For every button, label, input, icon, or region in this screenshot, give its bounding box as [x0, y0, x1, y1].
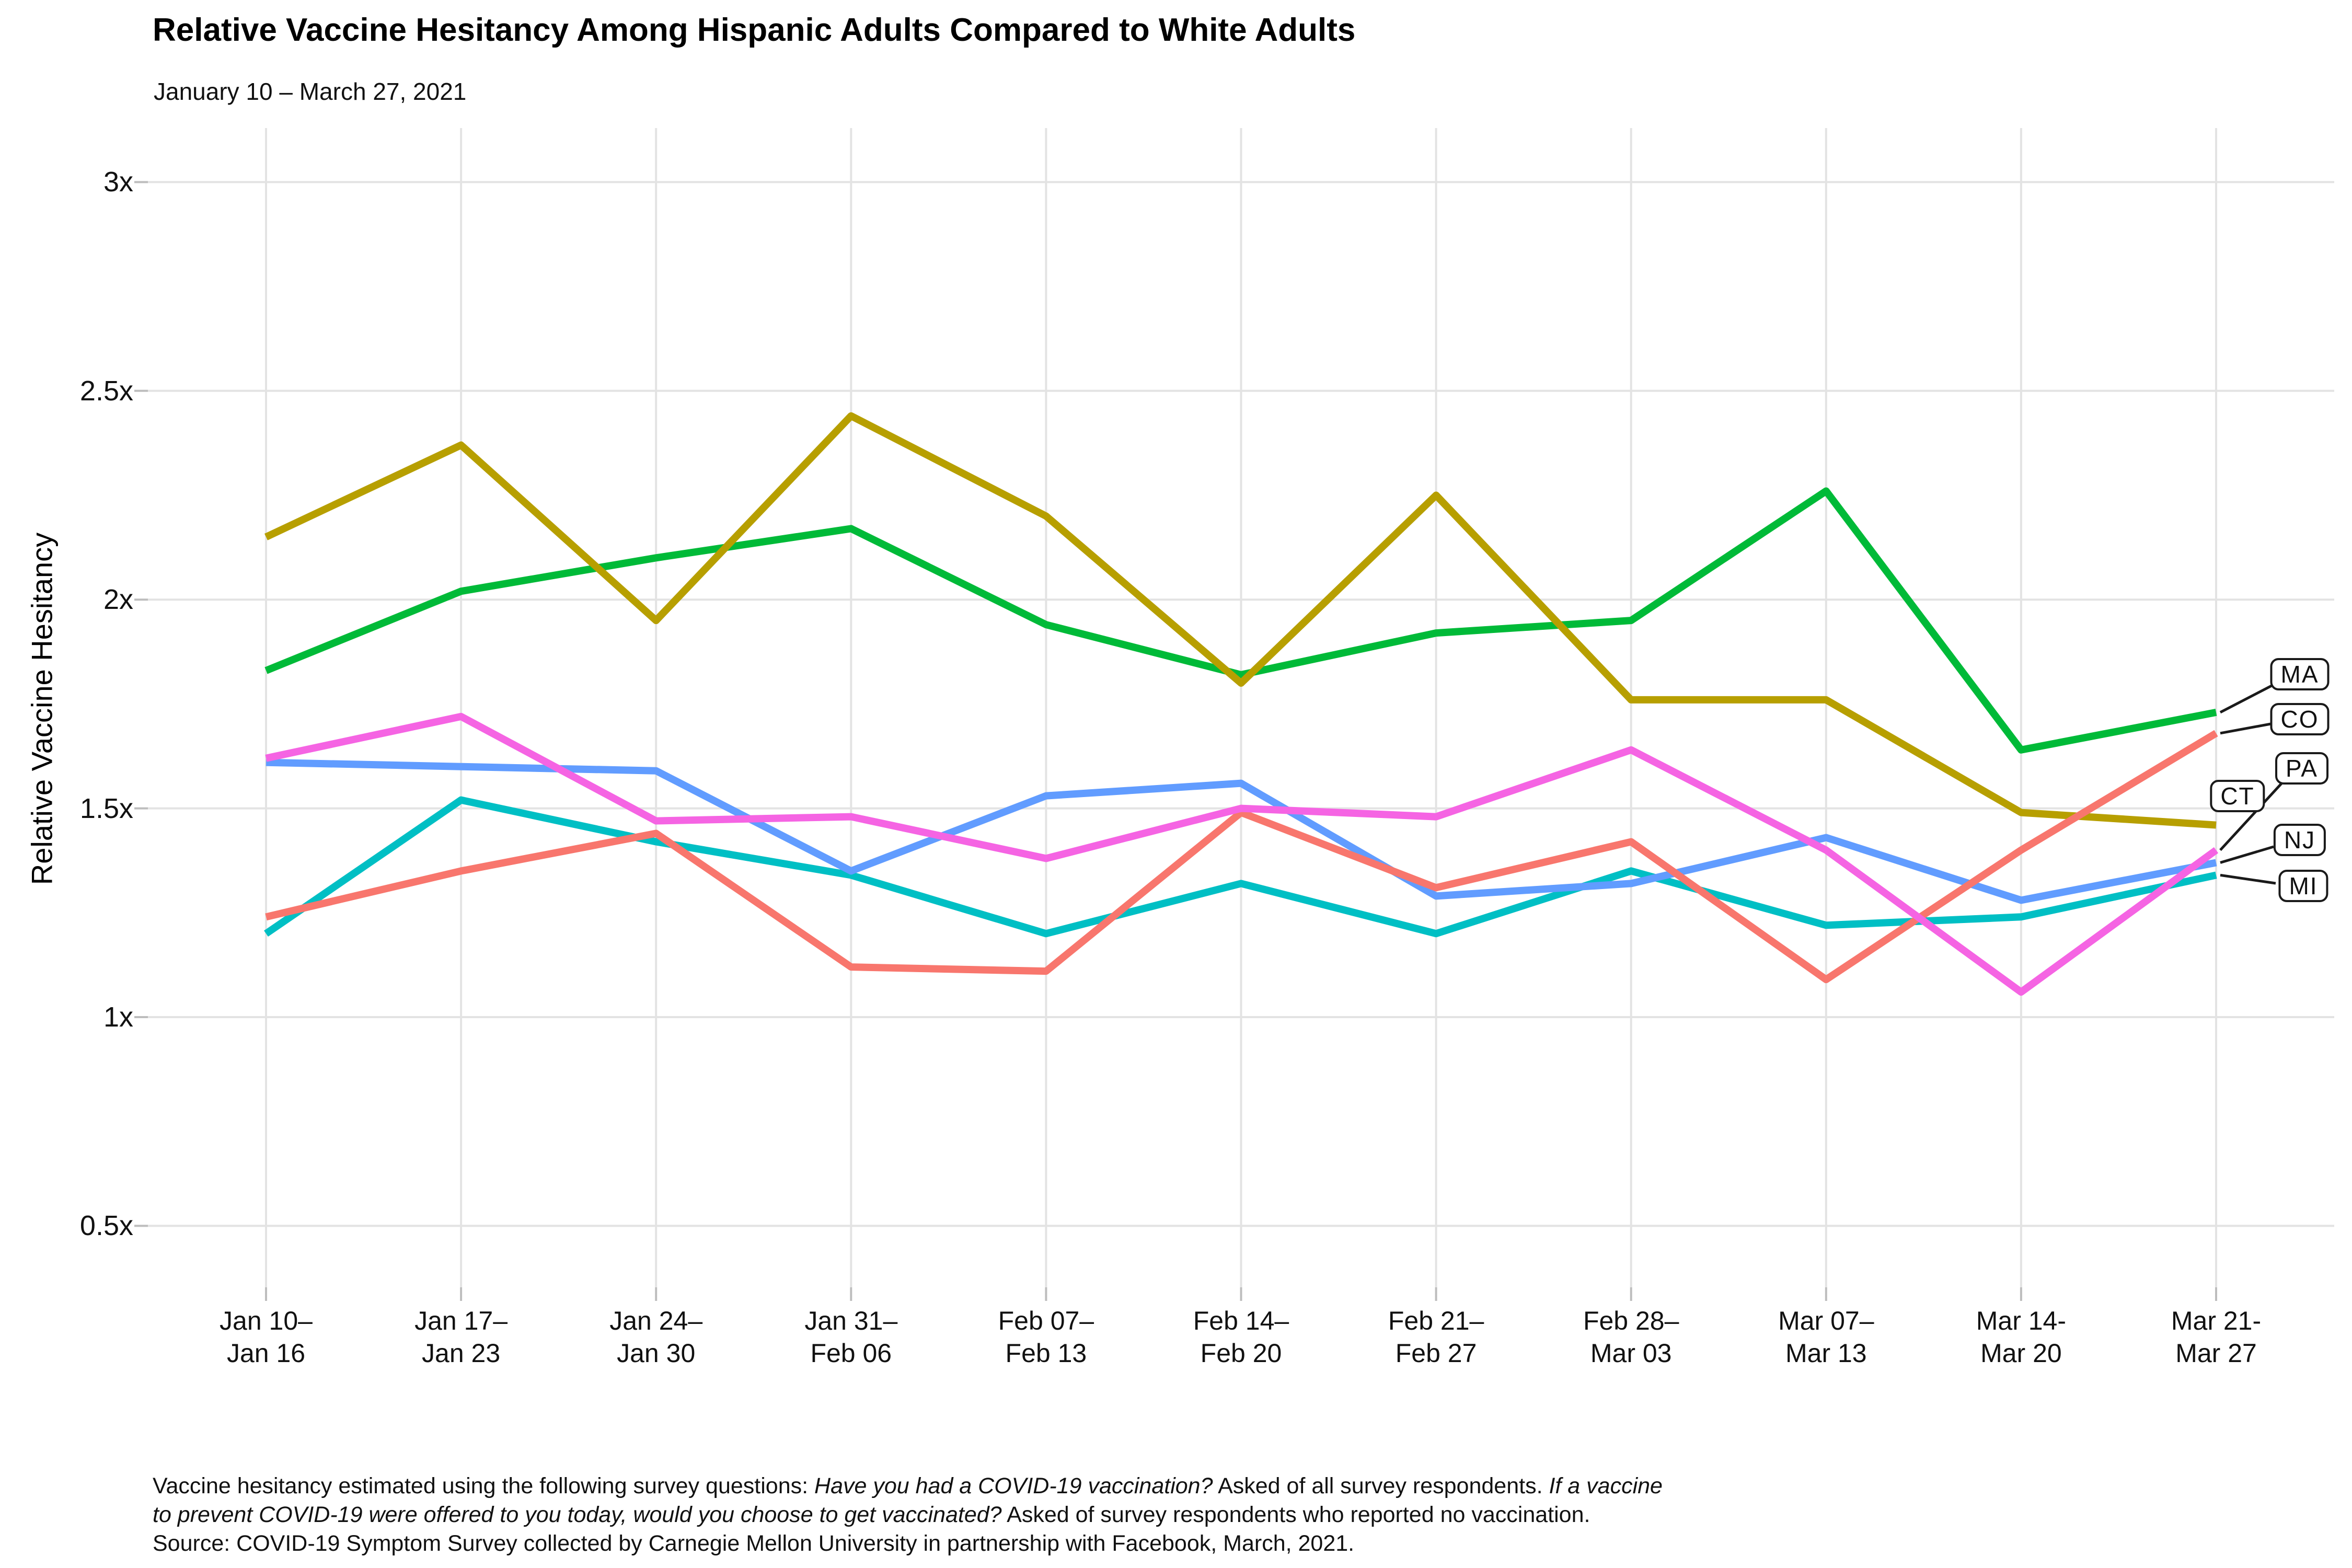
chart-subtitle: January 10 – March 27, 2021 — [154, 78, 467, 105]
leader-line-MI — [2220, 873, 2276, 885]
x-tick-label: Feb 07– Feb 13 — [998, 1306, 1094, 1368]
series-label-PA: PA — [2275, 752, 2328, 785]
x-tick-label: Feb 21– Feb 27 — [1388, 1306, 1484, 1368]
x-tick-label: Feb 28– Mar 03 — [1583, 1306, 1679, 1368]
series-line-MI — [264, 796, 2217, 938]
series-label-MI: MI — [2278, 870, 2328, 902]
footnote-line: Vaccine hesitancy estimated using the fo… — [153, 1472, 1663, 1501]
footnote-segment: Asked of survey respondents who reported… — [1001, 1502, 1590, 1527]
x-tick-label: Mar 14- Mar 20 — [1976, 1306, 2067, 1368]
series-line-CT — [264, 412, 2217, 829]
footnote: Vaccine hesitancy estimated using the fo… — [153, 1472, 1663, 1558]
footnote-segment: Source: COVID-19 Symptom Survey collecte… — [153, 1531, 1355, 1556]
footnote-line: to prevent COVID-19 were offered to you … — [153, 1501, 1663, 1529]
series-label-MA: MA — [2270, 658, 2330, 690]
y-tick-label: 0.5x — [79, 1210, 133, 1242]
leader-line-PA — [2219, 782, 2283, 851]
footnote-segment: Asked of all survey respondents. — [1213, 1473, 1549, 1498]
x-tick-label: Mar 07– Mar 13 — [1778, 1306, 1874, 1368]
footnote-segment: Have you had a COVID-19 vaccination? — [814, 1473, 1213, 1498]
series-line-NJ — [266, 758, 2217, 904]
x-tick-label: Feb 14– Feb 20 — [1193, 1306, 1289, 1368]
series-label-NJ: NJ — [2273, 824, 2326, 856]
chart-title: Relative Vaccine Hesitancy Among Hispani… — [153, 12, 1356, 48]
x-tick-label: Jan 17– Jan 23 — [414, 1306, 508, 1368]
footnote-line: Source: COVID-19 Symptom Survey collecte… — [153, 1529, 1663, 1558]
y-tick-label: 3x — [103, 166, 133, 198]
series-label-CO: CO — [2270, 703, 2330, 735]
leader-line-NJ — [2220, 845, 2274, 864]
y-tick-label: 1x — [103, 1001, 133, 1033]
series-line-MA — [264, 487, 2217, 754]
x-tick-label: Jan 24– Jan 30 — [609, 1306, 703, 1368]
y-tick-label: 2.5x — [79, 375, 133, 407]
y-tick-label: 1.5x — [79, 792, 133, 824]
series-label-CT: CT — [2210, 780, 2265, 812]
series-line-PA — [265, 712, 2219, 996]
footnote-segment: to prevent COVID-19 were offered to you … — [153, 1502, 1002, 1527]
leader-line-MA — [2219, 683, 2275, 714]
x-tick-label: Jan 10– Jan 16 — [220, 1306, 313, 1368]
series-line-CO — [265, 730, 2218, 984]
footnote-segment: Vaccine hesitancy estimated using the fo… — [153, 1473, 815, 1498]
x-tick-label: Jan 31– Feb 06 — [804, 1306, 898, 1368]
leader-line-CO — [2220, 722, 2274, 735]
footnote-segment: If a vaccine — [1549, 1473, 1663, 1498]
y-tick-label: 2x — [103, 584, 133, 616]
x-tick-label: Mar 21- Mar 27 — [2171, 1306, 2262, 1368]
